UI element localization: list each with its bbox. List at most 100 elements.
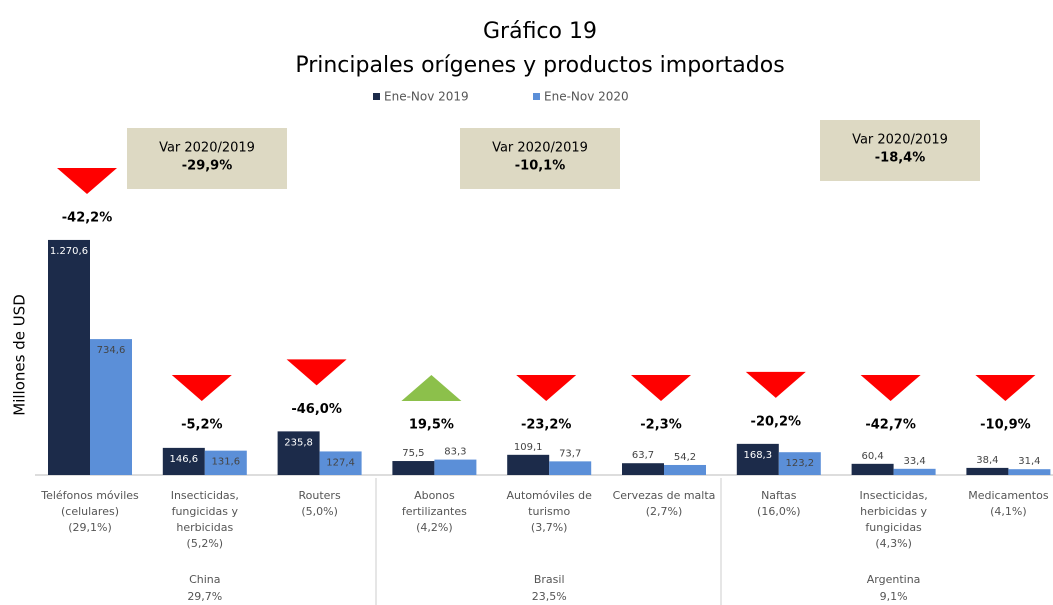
change-label: -2,3%	[640, 418, 681, 433]
x-tick-label: Insecticidas,	[860, 489, 928, 502]
x-tick-label: Cervezas de malta	[613, 489, 716, 502]
group-name: Argentina	[867, 573, 921, 586]
change-label: -5,2%	[181, 418, 222, 433]
x-tick-label: Abonos	[414, 489, 455, 502]
x-tick-label: Teléfonos móviles	[40, 489, 139, 502]
value-label: 73,7	[559, 448, 581, 459]
x-tick-label: herbicidas y	[860, 505, 927, 518]
x-tick-label: Insecticidas,	[171, 489, 239, 502]
x-tick-label: (29,1%)	[68, 521, 112, 534]
var-value: -18,4%	[875, 151, 926, 166]
x-tick-label: (2,7%)	[646, 505, 683, 518]
value-label: 54,2	[674, 452, 696, 463]
bar	[48, 239, 90, 475]
bar	[622, 463, 664, 475]
value-label: 63,7	[632, 450, 654, 461]
x-tick-label: turismo	[528, 505, 570, 518]
change-label: 19,5%	[409, 418, 454, 433]
value-label: 38,4	[976, 455, 998, 466]
bar	[851, 463, 894, 475]
legend-label: Ene-Nov 2020	[544, 90, 629, 104]
value-label: 127,4	[326, 457, 355, 468]
change-label: -23,2%	[521, 418, 572, 433]
legend-label: Ene-Nov 2019	[384, 90, 469, 104]
change-label: -10,9%	[980, 418, 1031, 433]
change-arrow	[401, 375, 462, 401]
change-arrow	[516, 375, 577, 401]
bar	[319, 451, 362, 475]
value-label: 235,8	[284, 437, 313, 448]
bar	[204, 450, 247, 475]
x-tick-label: Medicamentos	[968, 489, 1049, 502]
x-tick-label: fungicidas y	[172, 505, 239, 518]
bar	[434, 459, 477, 475]
group-share: 23,5%	[532, 590, 567, 603]
var-title: Var 2020/2019	[159, 141, 255, 156]
bar	[893, 468, 936, 475]
var-title: Var 2020/2019	[852, 133, 948, 148]
value-label: 123,2	[785, 458, 814, 469]
x-tick-label: (celulares)	[61, 505, 119, 518]
x-tick-label: Automóviles de	[507, 489, 593, 502]
bar	[162, 447, 205, 475]
legend-swatch	[373, 93, 380, 100]
value-label: 31,4	[1018, 456, 1040, 467]
change-arrow	[171, 375, 232, 401]
change-label: -46,0%	[291, 402, 342, 417]
var-box	[127, 128, 287, 189]
bar	[90, 339, 132, 475]
bar	[507, 454, 550, 475]
change-label: -20,2%	[751, 414, 802, 429]
x-tick-label: (4,3%)	[875, 537, 912, 550]
value-label: 33,4	[903, 456, 925, 467]
x-tick-label: fungicidas	[865, 521, 922, 534]
bar	[736, 443, 779, 475]
group-name: Brasil	[534, 573, 565, 586]
x-tick-label: (4,2%)	[416, 521, 453, 534]
x-tick-label: (5,0%)	[301, 505, 338, 518]
value-label: 168,3	[743, 450, 772, 461]
change-label: -42,2%	[62, 210, 113, 225]
change-arrow	[57, 167, 117, 194]
change-arrow	[745, 371, 806, 398]
change-arrow	[975, 375, 1036, 401]
change-arrow	[860, 375, 921, 401]
change-arrow	[286, 359, 347, 386]
value-label: 109,1	[514, 442, 543, 453]
value-label: 734,6	[97, 345, 126, 356]
x-tick-label: Routers	[299, 489, 341, 502]
value-label: 1.270,6	[50, 246, 88, 257]
bar	[966, 467, 1009, 475]
bar	[549, 461, 592, 475]
value-label: 60,4	[861, 451, 883, 462]
x-tick-label: (16,0%)	[757, 505, 801, 518]
var-value: -29,9%	[182, 159, 233, 174]
legend-swatch	[533, 93, 540, 100]
bar	[277, 431, 320, 475]
x-tick-label: fertilizantes	[402, 505, 467, 518]
var-value: -10,1%	[515, 159, 566, 174]
bar	[392, 461, 435, 475]
x-tick-label: (4,1%)	[990, 505, 1027, 518]
chart-title: Gráfico 19	[483, 19, 597, 44]
change-label: -42,7%	[865, 418, 916, 433]
value-label: 131,6	[211, 457, 240, 468]
y-axis-label: Millones de USD	[11, 294, 29, 416]
value-label: 83,3	[444, 447, 466, 458]
var-box	[460, 128, 620, 189]
group-share: 9,1%	[880, 590, 908, 603]
change-arrow	[631, 375, 691, 401]
value-label: 75,5	[402, 448, 424, 459]
group-share: 29,7%	[187, 590, 222, 603]
x-tick-label: herbicidas	[176, 521, 233, 534]
chart-subtitle: Principales orígenes y productos importa…	[295, 53, 784, 78]
var-box	[820, 120, 980, 181]
x-tick-label: (3,7%)	[531, 521, 568, 534]
var-title: Var 2020/2019	[492, 141, 588, 156]
value-label: 146,6	[169, 454, 198, 465]
x-tick-label: Naftas	[761, 489, 797, 502]
x-tick-label: (5,2%)	[187, 537, 224, 550]
bar	[778, 452, 821, 475]
bar	[1008, 469, 1051, 475]
